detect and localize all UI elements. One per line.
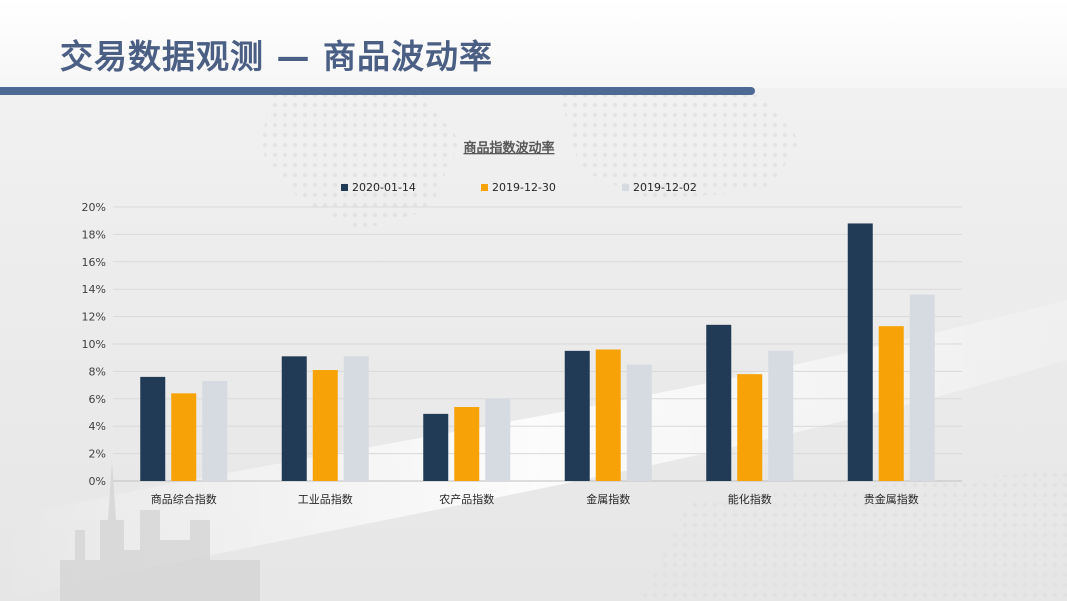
x-tick-label: 工业品指数 (298, 492, 353, 506)
y-tick-label: 8% (89, 365, 106, 378)
x-tick-label: 金属指数 (586, 492, 630, 506)
y-tick-label: 10% (82, 338, 106, 351)
bar-2-0 (202, 380, 228, 481)
legend-swatch (341, 184, 348, 191)
bar-2-5 (909, 294, 935, 481)
bar-2-1 (343, 356, 369, 481)
y-tick-label: 2% (89, 448, 106, 461)
bar-1-1 (312, 370, 338, 481)
page-title: 交易数据观测 — 商品波动率 (60, 37, 493, 76)
x-tick-label: 贵金属指数 (864, 492, 919, 506)
legend-label: 2020-01-14 (352, 181, 416, 194)
bar-2-2 (485, 398, 511, 481)
header-band (0, 0, 1067, 88)
bar-1-4 (737, 374, 763, 481)
y-tick-label: 18% (82, 228, 106, 241)
y-tick-label: 20% (82, 201, 106, 214)
bar-1-3 (595, 349, 621, 481)
bar-1-5 (878, 326, 904, 481)
x-tick-label: 商品综合指数 (151, 492, 217, 506)
legend-swatch (481, 184, 488, 191)
y-tick-label: 6% (89, 393, 106, 406)
bar-2-4 (768, 350, 794, 481)
y-tick-label: 14% (82, 283, 106, 296)
x-tick-label: 农产品指数 (439, 492, 494, 506)
legend-swatch (622, 184, 629, 191)
y-tick-label: 16% (82, 256, 106, 269)
bar-0-1 (281, 356, 307, 481)
bar-0-0 (140, 376, 166, 481)
bar-1-2 (454, 407, 480, 481)
bar-0-5 (847, 223, 873, 481)
y-tick-label: 4% (89, 420, 106, 433)
y-tick-label: 0% (89, 475, 106, 488)
y-tick-label: 12% (82, 311, 106, 324)
gridlines (113, 206, 962, 482)
chart-title: 商品指数波动率 (463, 140, 554, 156)
bars (140, 223, 935, 481)
bar-0-4 (706, 324, 732, 481)
x-axis: 商品综合指数 工业品指数 农产品指数 金属指数 能化指数 贵金属指数 (151, 492, 919, 506)
bar-0-3 (564, 350, 590, 481)
legend-label: 2019-12-02 (633, 181, 697, 194)
bar-2-3 (626, 364, 652, 481)
bar-1-0 (171, 393, 197, 481)
title-rule (0, 87, 755, 95)
legend-label: 2019-12-30 (492, 181, 556, 194)
x-tick-label: 能化指数 (728, 492, 772, 506)
y-axis: 0% 2% 4% 6% 8% 10% 12% 14% 16% 18% 20% (82, 201, 106, 488)
bar-0-2 (423, 413, 449, 481)
legend: 2020-01-14 2019-12-30 2019-12-02 (341, 181, 697, 194)
